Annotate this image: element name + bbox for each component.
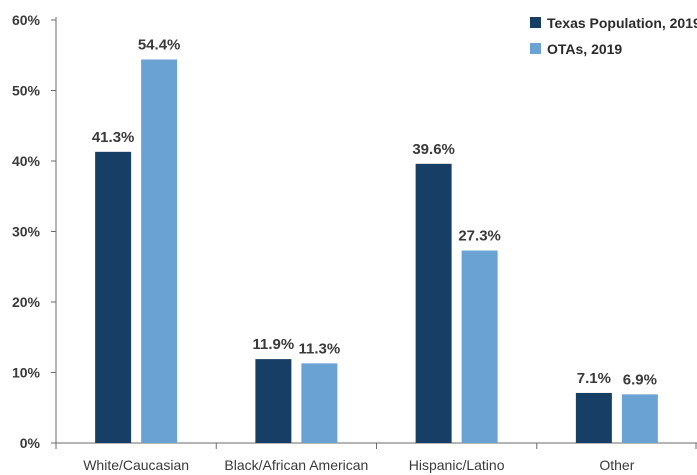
bar [255, 359, 292, 443]
y-tick-label: 60% [12, 12, 41, 28]
x-tick-label: Hispanic/Latino [409, 457, 505, 473]
y-tick-label: 20% [12, 294, 41, 310]
x-tick-label: White/Caucasian [83, 457, 189, 473]
bar [301, 363, 338, 443]
data-label: 11.3% [299, 340, 341, 357]
data-label: 7.1% [577, 370, 611, 387]
legend: Texas Population, 2019 OTAs, 2019 [530, 15, 697, 57]
bars [95, 59, 658, 443]
bar [575, 392, 612, 443]
bar [141, 59, 178, 443]
bar [461, 250, 498, 443]
data-label: 54.4% [138, 36, 181, 53]
data-label: 41.3% [92, 129, 135, 146]
x-axis: White/Caucasian Black/African American His… [55, 442, 697, 473]
y-tick-label: 50% [12, 83, 41, 99]
data-label: 6.9% [623, 371, 657, 388]
x-tick-label: Other [599, 457, 634, 473]
y-tick-label: 30% [12, 224, 41, 240]
y-tick-label: 10% [12, 365, 41, 381]
bar [621, 394, 658, 443]
legend-label: OTAs, 2019 [547, 41, 622, 57]
data-labels: 41.3% 54.4% 11.9% 11.3% 39.6% 27.3% 7.1% 6.9% [92, 36, 657, 388]
y-tick-label: 40% [12, 153, 41, 169]
data-label: 11.9% [253, 336, 295, 353]
bar [415, 163, 452, 443]
bar [95, 151, 132, 443]
y-axis: 0% 10% 20% 30% 40% 50% 60% [12, 12, 57, 451]
legend-swatch [530, 17, 541, 28]
y-tick-label: 0% [20, 435, 41, 451]
x-tick-label: Black/African American [224, 457, 368, 473]
data-label: 39.6% [412, 141, 455, 158]
legend-label: Texas Population, 2019 [547, 15, 697, 31]
data-label: 27.3% [458, 228, 501, 245]
legend-swatch [530, 43, 541, 54]
